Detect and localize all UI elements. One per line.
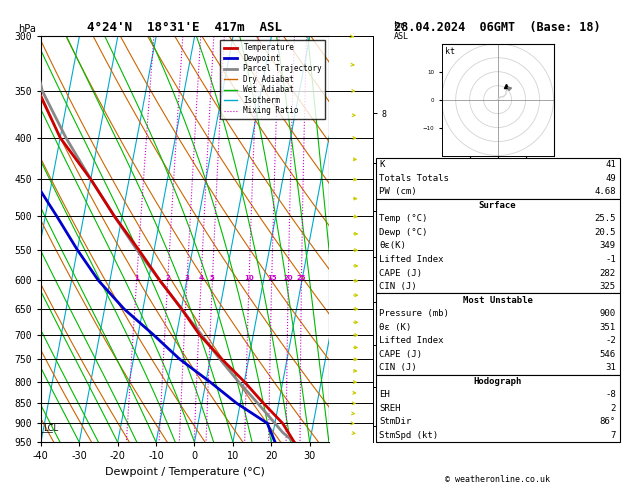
Text: EH: EH — [379, 390, 390, 399]
Text: 1: 1 — [134, 275, 139, 281]
Text: 4.68: 4.68 — [594, 187, 616, 196]
Text: SREH: SREH — [379, 404, 401, 413]
Text: CIN (J): CIN (J) — [379, 364, 417, 372]
Text: 28.04.2024  06GMT  (Base: 18): 28.04.2024 06GMT (Base: 18) — [394, 21, 601, 34]
Text: 86°: 86° — [599, 417, 616, 426]
Text: kt: kt — [445, 47, 455, 55]
Text: 351: 351 — [599, 323, 616, 331]
Text: Most Unstable: Most Unstable — [463, 295, 533, 305]
Text: K: K — [379, 160, 385, 169]
Text: 25: 25 — [297, 275, 306, 281]
Text: CAPE (J): CAPE (J) — [379, 269, 423, 278]
Legend: Temperature, Dewpoint, Parcel Trajectory, Dry Adiabat, Wet Adiabat, Isotherm, Mi: Temperature, Dewpoint, Parcel Trajectory… — [221, 40, 325, 119]
Text: θε(K): θε(K) — [379, 242, 406, 250]
Text: Pressure (mb): Pressure (mb) — [379, 309, 449, 318]
Text: 20: 20 — [284, 275, 293, 281]
Text: 15: 15 — [267, 275, 277, 281]
Text: 900: 900 — [599, 309, 616, 318]
Text: km
ASL: km ASL — [394, 21, 409, 40]
Text: StmSpd (kt): StmSpd (kt) — [379, 431, 438, 440]
Text: 31: 31 — [605, 364, 616, 372]
Text: Hodograph: Hodograph — [474, 377, 522, 386]
Title: 4°24'N  18°31'E  417m  ASL: 4°24'N 18°31'E 417m ASL — [87, 21, 282, 34]
Text: Lifted Index: Lifted Index — [379, 255, 444, 264]
Text: 25.5: 25.5 — [594, 214, 616, 224]
Text: © weatheronline.co.uk: © weatheronline.co.uk — [445, 474, 550, 484]
Text: LCL: LCL — [43, 424, 58, 434]
Text: StmDir: StmDir — [379, 417, 412, 426]
Text: 325: 325 — [599, 282, 616, 291]
Text: CAPE (J): CAPE (J) — [379, 350, 423, 359]
X-axis label: Dewpoint / Temperature (°C): Dewpoint / Temperature (°C) — [105, 467, 265, 477]
Text: 349: 349 — [599, 242, 616, 250]
Text: Lifted Index: Lifted Index — [379, 336, 444, 345]
Text: 282: 282 — [599, 269, 616, 278]
Text: Dewp (°C): Dewp (°C) — [379, 228, 428, 237]
Text: 49: 49 — [605, 174, 616, 183]
Text: 546: 546 — [599, 350, 616, 359]
Text: -1: -1 — [605, 255, 616, 264]
Text: Surface: Surface — [479, 201, 516, 210]
Text: 3: 3 — [184, 275, 189, 281]
Text: hPa: hPa — [18, 24, 36, 35]
Text: θε (K): θε (K) — [379, 323, 412, 331]
Text: Mixing Ratio (g/kg): Mixing Ratio (g/kg) — [353, 196, 362, 282]
Text: 4: 4 — [199, 275, 204, 281]
Text: 7: 7 — [610, 431, 616, 440]
Text: 2: 2 — [165, 275, 170, 281]
Text: 10: 10 — [244, 275, 254, 281]
Text: 41: 41 — [605, 160, 616, 169]
Text: PW (cm): PW (cm) — [379, 187, 417, 196]
Text: CIN (J): CIN (J) — [379, 282, 417, 291]
Text: Totals Totals: Totals Totals — [379, 174, 449, 183]
Text: -8: -8 — [605, 390, 616, 399]
Text: 5: 5 — [210, 275, 214, 281]
Text: 2: 2 — [610, 404, 616, 413]
Text: 20.5: 20.5 — [594, 228, 616, 237]
Text: Temp (°C): Temp (°C) — [379, 214, 428, 224]
Text: -2: -2 — [605, 336, 616, 345]
